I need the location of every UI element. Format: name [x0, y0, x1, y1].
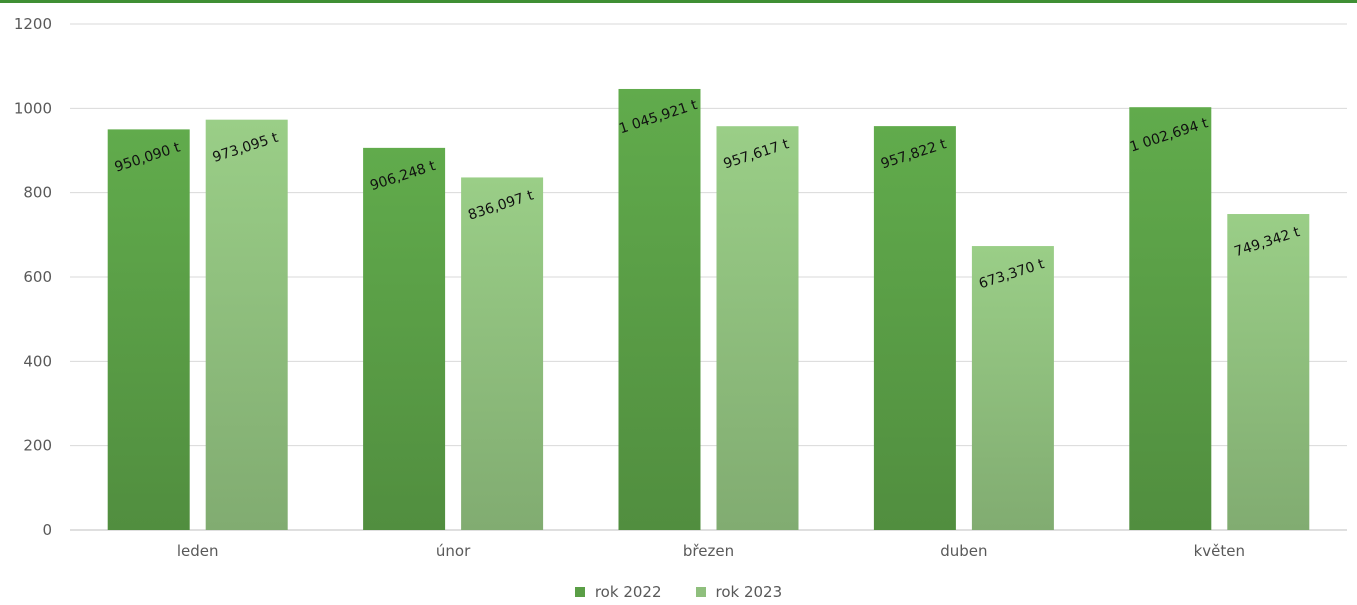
legend-swatch-series-1 [574, 587, 585, 597]
legend: rok 2022 rok 2023 [0, 582, 1357, 602]
legend-swatch-series-2 [695, 587, 706, 597]
bar-series-2-leden [205, 119, 288, 530]
bar-series-1-leden [107, 129, 190, 530]
legend-label-series-1: rok 2022 [594, 583, 662, 601]
bar-series-2-březen [716, 126, 799, 530]
y-tick-label: 600 [23, 268, 52, 286]
legend-item-series-1: rok 2022 [574, 583, 662, 601]
top-rule [0, 0, 1357, 3]
y-tick-label: 1200 [14, 15, 52, 33]
x-tick-label: únor [436, 542, 471, 560]
y-tick-label: 0 [42, 521, 52, 539]
x-tick-label: duben [940, 542, 987, 560]
x-tick-label: leden [177, 542, 219, 560]
x-axis-ticks: leden únor březen duben květen [177, 542, 1245, 560]
y-tick-label: 400 [23, 352, 52, 370]
legend-item-series-2: rok 2023 [695, 583, 783, 601]
legend-label-series-2: rok 2023 [715, 583, 783, 601]
y-axis-ticks: 0 200 400 600 800 1000 1200 [14, 15, 52, 539]
bar-series-2-květen [1227, 214, 1310, 530]
bar-series-1-únor [363, 147, 446, 531]
x-tick-label: květen [1194, 542, 1245, 560]
bar-series-1-duben [873, 126, 956, 530]
y-tick-label: 1000 [14, 99, 52, 117]
bar-series-2-duben [971, 246, 1054, 530]
bar-series-1-květen [1129, 107, 1212, 531]
bar-chart: 0 200 400 600 800 1000 1200 950,090 t 973,095 t… [14, 15, 1347, 560]
bar-series-2-únor [461, 177, 544, 530]
bars [107, 88, 1310, 531]
y-tick-label: 800 [23, 184, 52, 202]
bar-series-1-březen [618, 88, 701, 531]
x-tick-label: březen [683, 542, 734, 560]
y-tick-label: 200 [23, 437, 52, 455]
